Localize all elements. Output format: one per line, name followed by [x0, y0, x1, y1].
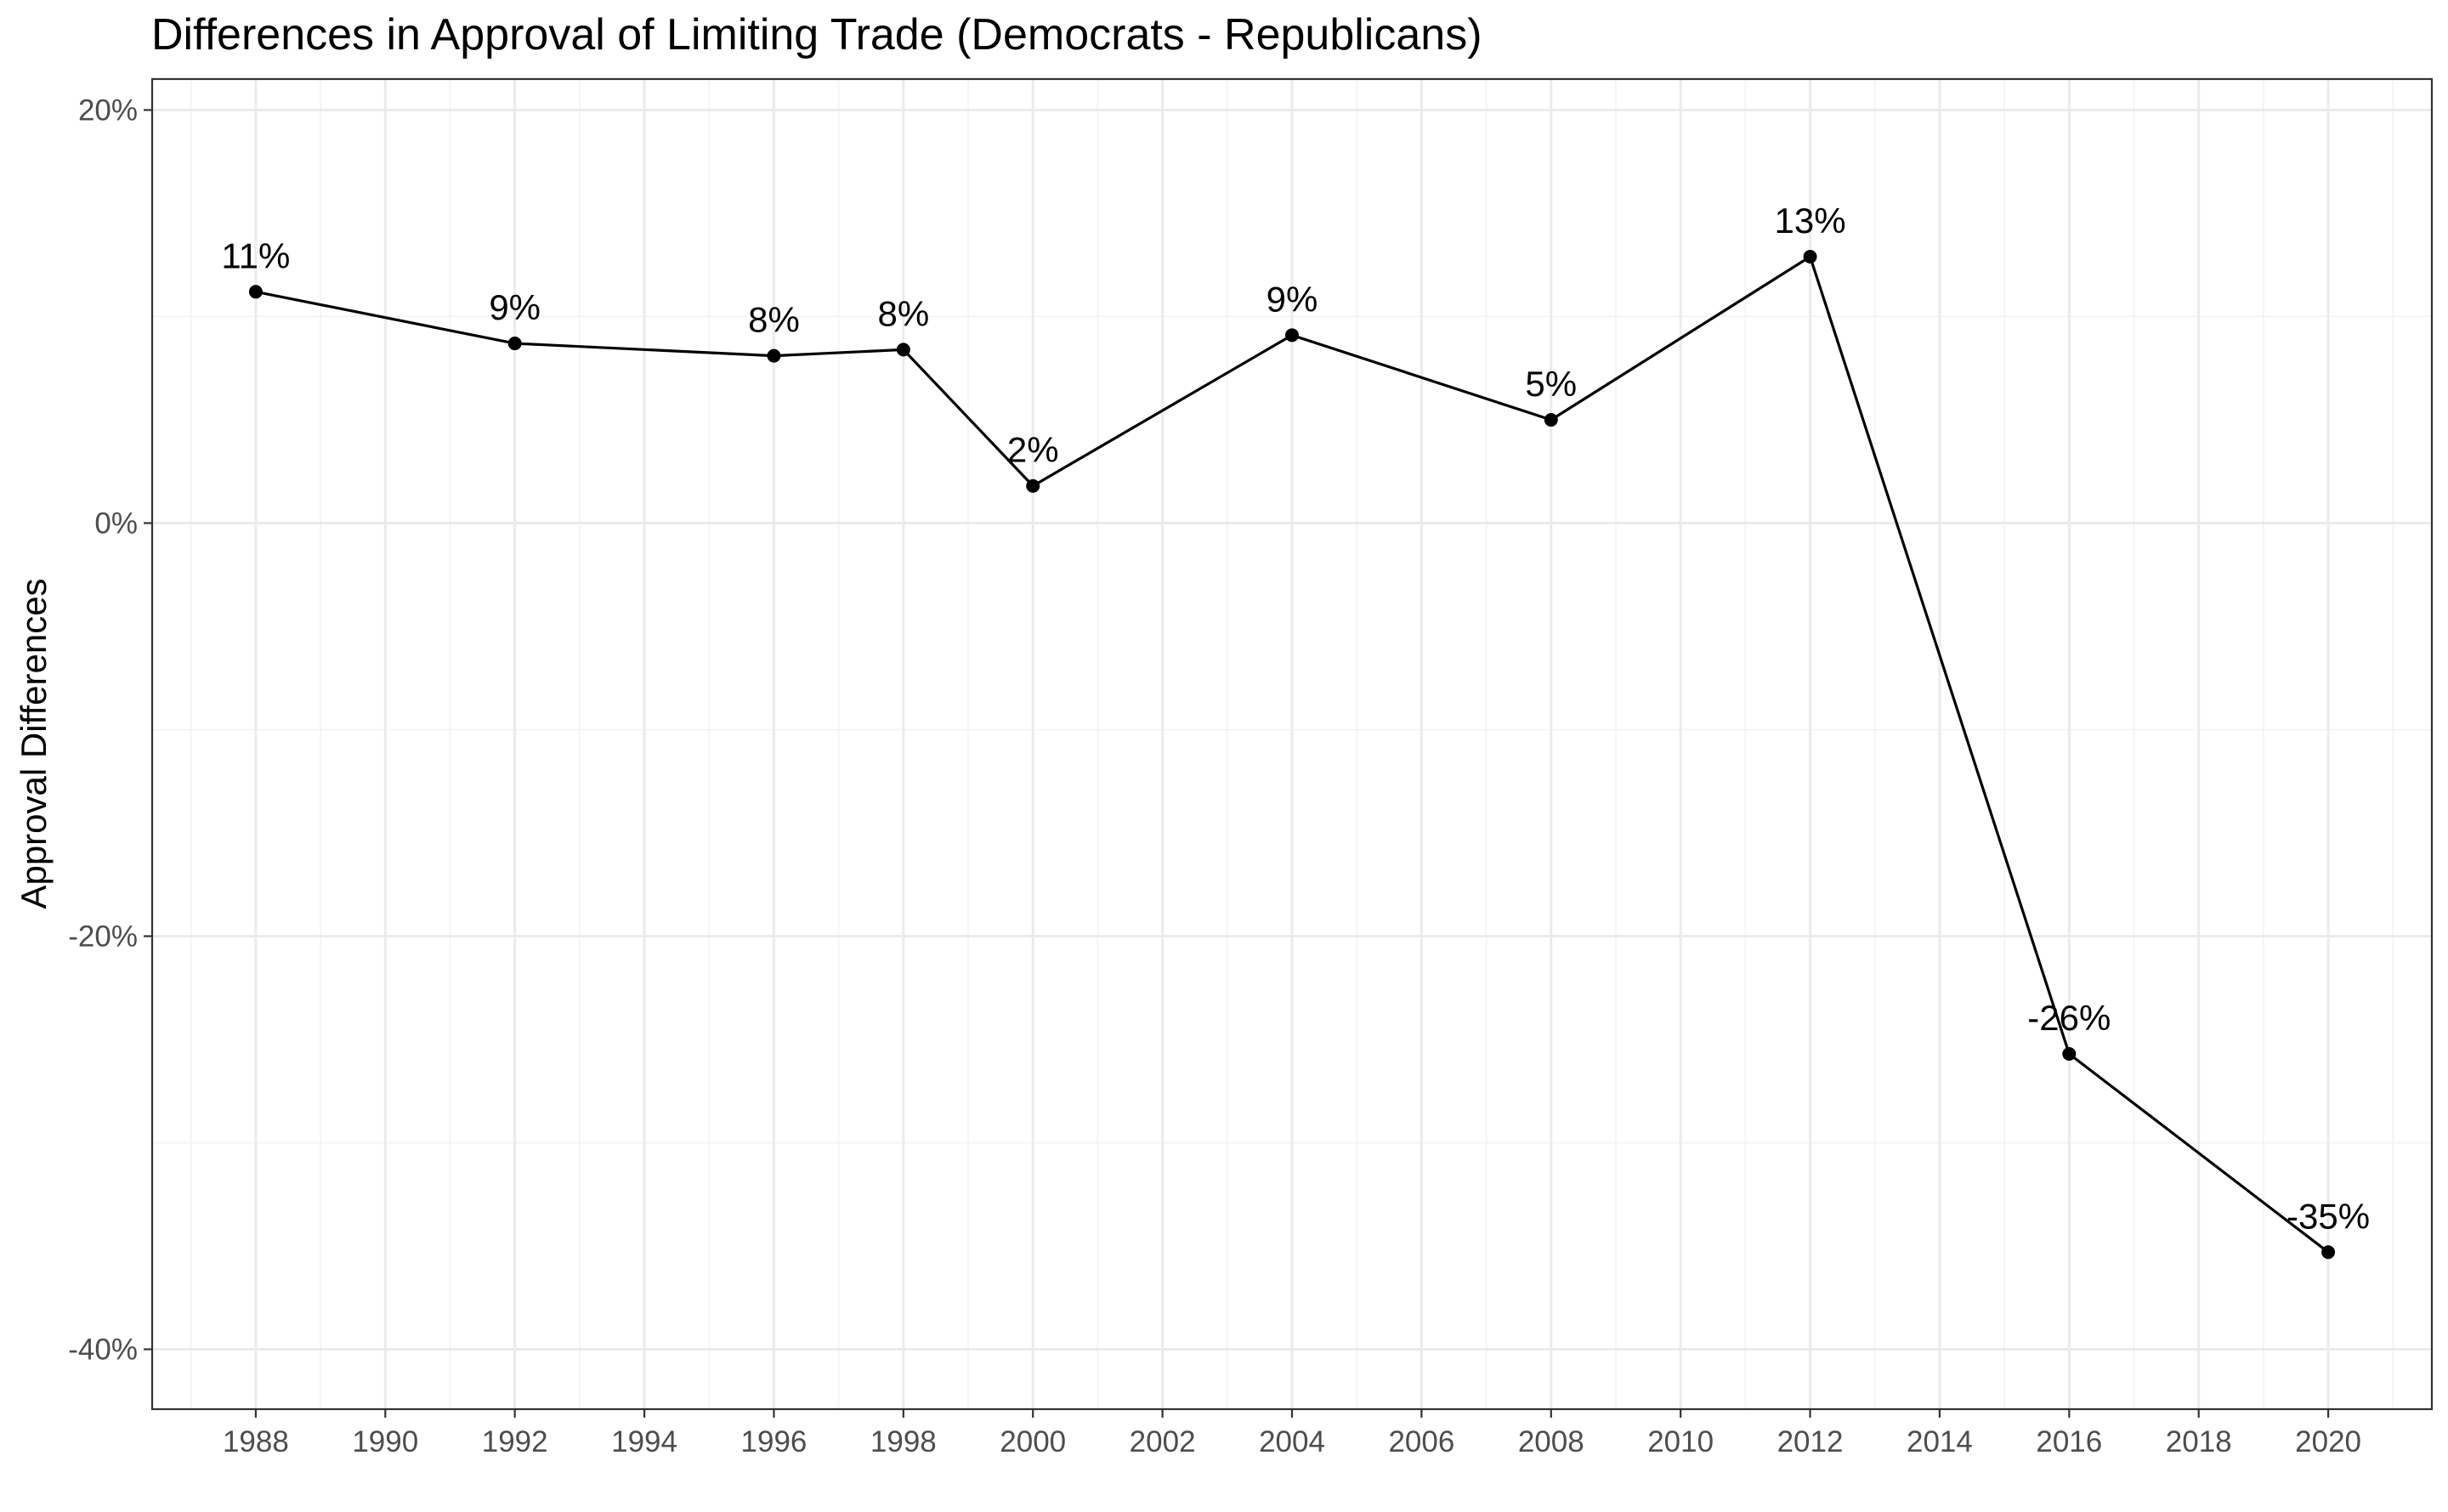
series-layer	[248, 249, 2336, 1260]
x-tick-label: 1996	[741, 1425, 808, 1458]
x-tick-label: 2000	[1000, 1425, 1066, 1458]
x-tick-label: 2012	[1777, 1425, 1844, 1458]
x-tick-label: 2020	[2295, 1425, 2361, 1458]
chart-title: Differences in Approval of Limiting Trad…	[151, 10, 1482, 59]
data-label: 8%	[877, 293, 929, 333]
y-tick-label: -20%	[68, 920, 138, 954]
data-label: 9%	[489, 287, 541, 327]
data-point	[2062, 1047, 2077, 1062]
y-axis-title: Approval Differences	[14, 578, 54, 909]
x-tick-label: 1998	[870, 1425, 937, 1458]
series-line	[255, 255, 2330, 1254]
axis-layer: 1988 1990 1992 1994 1996 1998 2000 2002 2004 2006…	[68, 93, 2361, 1458]
major-gridlines	[152, 79, 2432, 1409]
x-tick-label: 2010	[1647, 1425, 1714, 1458]
data-label: 2%	[1007, 430, 1059, 470]
data-point	[248, 285, 263, 299]
data-point	[1544, 412, 1558, 427]
data-label-layer: 11% 9% 8% 8% 2% 9% 5% 13% -26% -35%	[221, 201, 2370, 1236]
x-tick-label: 2002	[1130, 1425, 1196, 1458]
data-label: 13%	[1775, 201, 1846, 241]
x-tick-label: 2016	[2036, 1425, 2102, 1458]
x-tick-label: 2014	[1907, 1425, 1973, 1458]
data-label: 11%	[221, 235, 290, 275]
y-tick-label: 0%	[94, 507, 138, 540]
data-label: -26%	[2027, 998, 2111, 1038]
x-tick-label: 1994	[611, 1425, 677, 1458]
x-tick-label: 1988	[223, 1425, 289, 1458]
data-point	[1285, 328, 1299, 343]
x-tick-label: 2008	[1518, 1425, 1584, 1458]
data-point	[507, 337, 522, 351]
data-label: 9%	[1266, 279, 1318, 319]
x-tick-label: 2004	[1259, 1425, 1325, 1458]
minor-gridlines	[152, 79, 2432, 1409]
x-tick-label: 1992	[482, 1425, 548, 1458]
data-label: 5%	[1525, 364, 1577, 404]
data-point	[1026, 479, 1040, 493]
data-point	[2321, 1245, 2336, 1260]
x-tick-label: 2018	[2166, 1425, 2232, 1458]
data-label: -35%	[2286, 1196, 2370, 1236]
y-tick-label: 20%	[78, 93, 138, 127]
y-tick-label: -40%	[68, 1334, 138, 1367]
data-label: 8%	[748, 300, 800, 340]
data-point	[1803, 249, 1817, 263]
data-point	[896, 343, 910, 357]
x-tick-label: 1990	[352, 1425, 418, 1458]
x-tick-label: 2006	[1388, 1425, 1454, 1458]
data-point	[767, 348, 781, 363]
